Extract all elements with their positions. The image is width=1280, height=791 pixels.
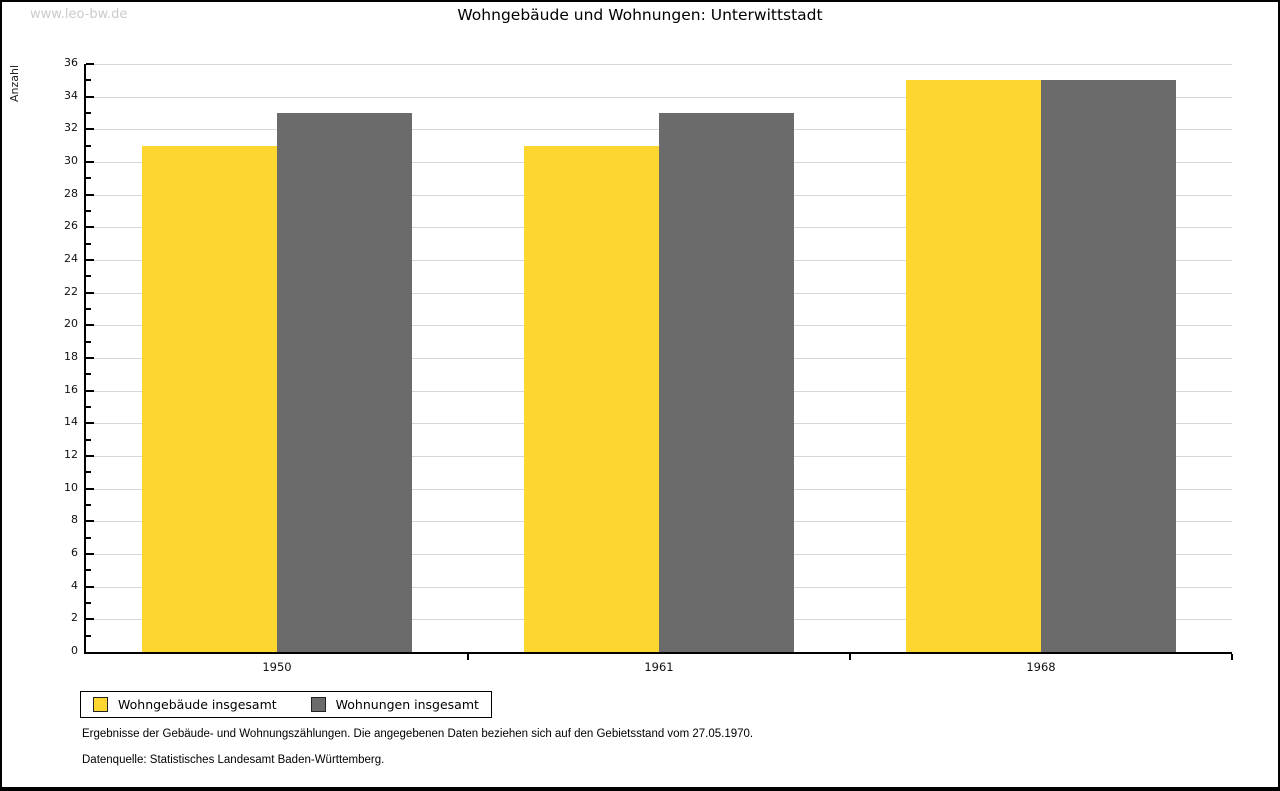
- bar-series1-1968: [906, 80, 1041, 652]
- x-tick-label-1950: 1950: [262, 660, 292, 674]
- x-boundary-tick-3: [1231, 654, 1233, 660]
- gridline-y-36: [86, 64, 1232, 65]
- legend-label: Wohnungen insgesamt: [335, 697, 479, 712]
- y-tick-label-24: 24: [64, 252, 78, 265]
- y-major-tick-34: [86, 96, 94, 98]
- y-major-tick-32: [86, 128, 94, 130]
- x-tick-label-1968: 1968: [1026, 660, 1056, 674]
- y-major-tick-24: [86, 259, 94, 261]
- legend-label: Wohngebäude insgesamt: [118, 697, 277, 712]
- bar-series2-1961: [659, 113, 794, 652]
- y-minor-tick-31: [86, 145, 91, 147]
- chart-title: Wohngebäude und Wohnungen: Unterwittstad…: [457, 6, 823, 24]
- y-minor-tick-29: [86, 177, 91, 179]
- y-minor-tick-13: [86, 439, 91, 441]
- y-major-tick-10: [86, 488, 94, 490]
- y-minor-tick-17: [86, 373, 91, 375]
- y-axis-title: Anzahl: [8, 64, 21, 102]
- y-minor-tick-9: [86, 504, 91, 506]
- y-minor-tick-25: [86, 243, 91, 245]
- x-boundary-tick-1: [467, 654, 469, 660]
- y-major-tick-26: [86, 226, 94, 228]
- x-boundary-tick-2: [849, 654, 851, 660]
- y-tick-label-12: 12: [64, 448, 78, 461]
- y-minor-tick-1: [86, 635, 91, 637]
- y-major-tick-4: [86, 586, 94, 588]
- y-major-tick-36: [86, 63, 94, 65]
- y-tick-label-32: 32: [64, 121, 78, 134]
- y-major-tick-16: [86, 390, 94, 392]
- y-minor-tick-33: [86, 112, 91, 114]
- legend: Wohngebäude insgesamt Wohnungen insgesamt: [80, 691, 492, 718]
- y-tick-label-26: 26: [64, 219, 78, 232]
- y-tick-label-16: 16: [64, 383, 78, 396]
- footnote-source-note: Ergebnisse der Gebäude- und Wohnungszähl…: [82, 728, 754, 740]
- y-major-tick-30: [86, 161, 94, 163]
- footnote-data-source: Datenquelle: Statistisches Landesamt Bad…: [82, 754, 385, 766]
- y-major-tick-18: [86, 357, 94, 359]
- y-minor-tick-27: [86, 210, 91, 212]
- watermark: www.leo-bw.de: [30, 7, 128, 22]
- y-minor-tick-23: [86, 275, 91, 277]
- y-minor-tick-7: [86, 537, 91, 539]
- bar-series1-1961: [524, 146, 659, 652]
- y-tick-label-2: 2: [71, 611, 78, 624]
- legend-swatch-icon: [310, 697, 326, 712]
- y-major-tick-28: [86, 194, 94, 196]
- y-major-tick-2: [86, 618, 94, 620]
- y-minor-tick-15: [86, 406, 91, 408]
- y-major-tick-8: [86, 520, 94, 522]
- y-major-tick-12: [86, 455, 94, 457]
- y-major-tick-20: [86, 324, 94, 326]
- y-tick-label-0: 0: [71, 644, 78, 657]
- y-tick-label-18: 18: [64, 350, 78, 363]
- y-tick-label-8: 8: [71, 513, 78, 526]
- y-tick-label-28: 28: [64, 187, 78, 200]
- y-major-tick-6: [86, 553, 94, 555]
- legend-item-1: Wohngebäude insgesamt: [93, 697, 277, 712]
- y-tick-label-36: 36: [64, 56, 78, 69]
- y-minor-tick-19: [86, 341, 91, 343]
- y-tick-label-4: 4: [71, 579, 78, 592]
- y-minor-tick-21: [86, 308, 91, 310]
- y-tick-label-22: 22: [64, 285, 78, 298]
- gridline-y-34: [86, 97, 1232, 98]
- bar-series1-1950: [142, 146, 277, 652]
- y-tick-label-14: 14: [64, 415, 78, 428]
- y-major-tick-22: [86, 292, 94, 294]
- y-tick-label-6: 6: [71, 546, 78, 559]
- y-minor-tick-11: [86, 471, 91, 473]
- y-tick-label-34: 34: [64, 89, 78, 102]
- y-minor-tick-5: [86, 569, 91, 571]
- y-major-tick-14: [86, 422, 94, 424]
- y-minor-tick-3: [86, 602, 91, 604]
- y-minor-tick-35: [86, 79, 91, 81]
- legend-swatch-icon: [93, 697, 108, 712]
- bar-series2-1968: [1041, 80, 1176, 652]
- y-tick-label-10: 10: [64, 481, 78, 494]
- y-tick-label-20: 20: [64, 317, 78, 330]
- x-tick-label-1961: 1961: [644, 660, 674, 674]
- legend-item-2: Wohnungen insgesamt: [310, 697, 479, 712]
- bar-series2-1950: [277, 113, 412, 652]
- y-tick-label-30: 30: [64, 154, 78, 167]
